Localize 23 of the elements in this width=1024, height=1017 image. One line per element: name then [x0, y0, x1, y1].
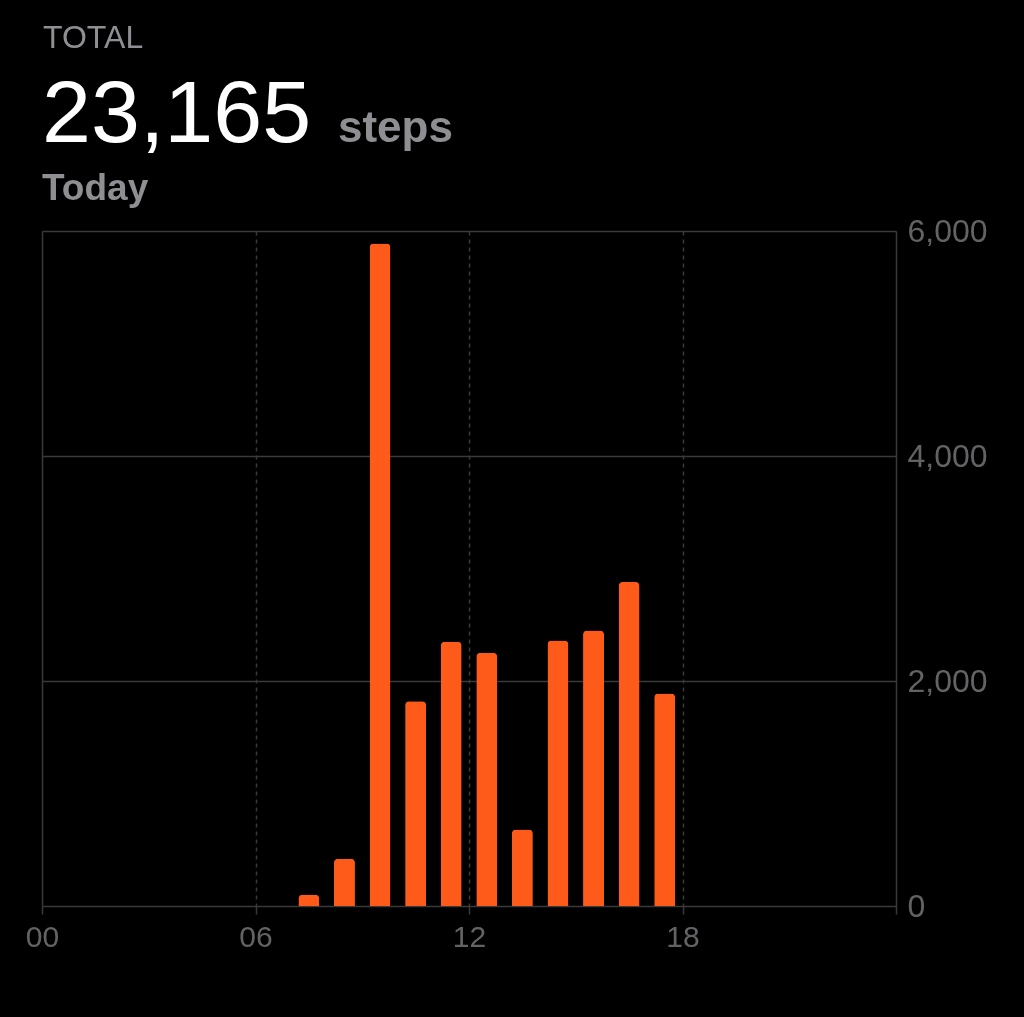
- bar: [405, 701, 427, 906]
- y-tick-label: 0: [907, 887, 926, 924]
- bar: [618, 582, 640, 906]
- y-tick-label: 4,000: [907, 437, 988, 474]
- bar: [547, 640, 569, 906]
- bar: [298, 894, 320, 906]
- y-tick-label: 6,000: [907, 212, 988, 249]
- y-tick-label: 2,000: [907, 662, 988, 699]
- text: 23,165: [42, 62, 312, 161]
- x-tick-label: 06: [239, 919, 273, 953]
- bar: [511, 829, 533, 906]
- bar: [654, 693, 676, 906]
- x-tick-label: 18: [666, 919, 700, 953]
- text: TOTAL: [43, 19, 144, 55]
- bar: [440, 641, 462, 906]
- x-tick-label: 00: [25, 919, 60, 953]
- bar: [333, 858, 355, 906]
- text: Today: [42, 167, 149, 208]
- bar: [583, 630, 605, 906]
- bar: [476, 652, 498, 906]
- bar: [369, 243, 391, 906]
- text: steps: [338, 102, 453, 151]
- x-tick-label: 12: [452, 919, 487, 953]
